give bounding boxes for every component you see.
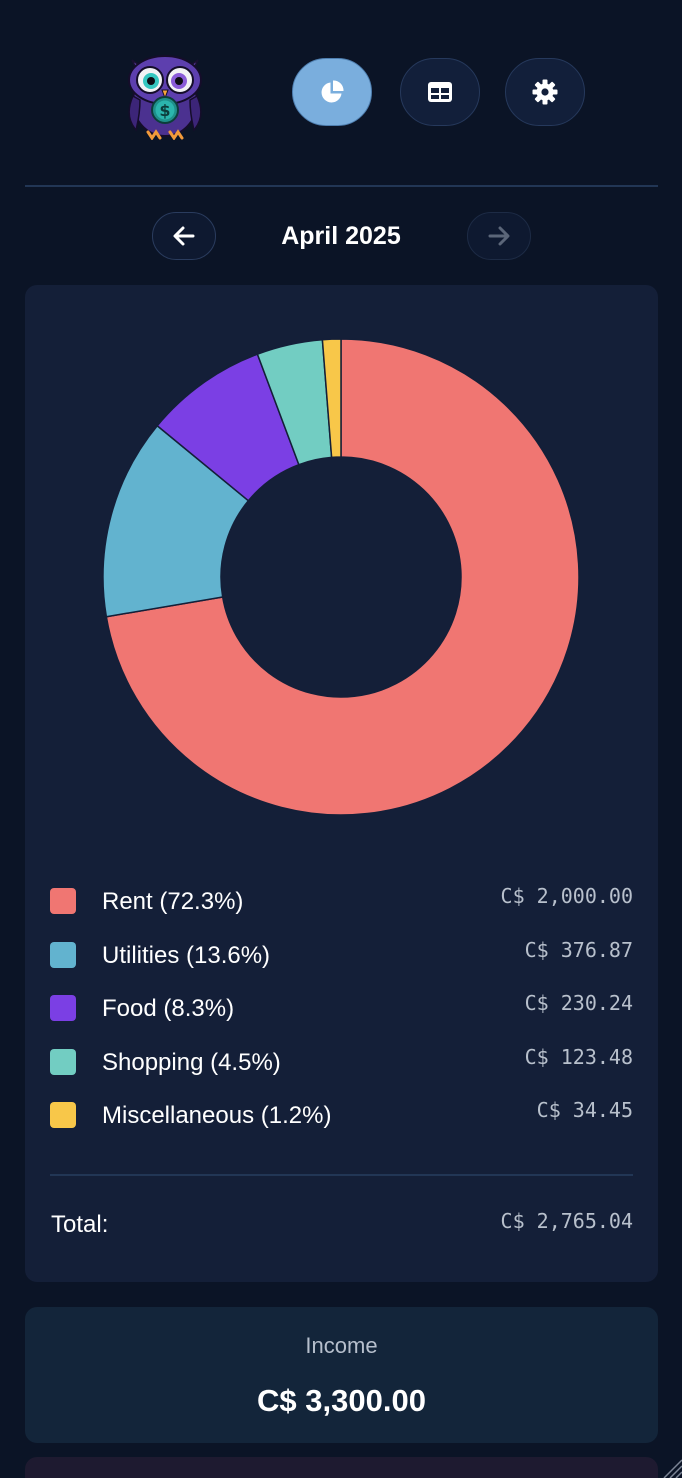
- previous-month-button[interactable]: [152, 212, 216, 260]
- month-navigation: April 2025: [0, 212, 682, 262]
- legend-label: Food (8.3%): [102, 995, 235, 1022]
- total-divider: [50, 1174, 633, 1176]
- table-view-button[interactable]: [400, 58, 480, 126]
- legend-amount: C$ 34.45: [536, 1098, 633, 1122]
- legend-amount: C$ 376.87: [524, 938, 633, 962]
- legend-amount: C$ 123.48: [524, 1045, 633, 1069]
- donut-slice-rent[interactable]: [105, 338, 580, 816]
- arrow-left-icon: [173, 226, 195, 246]
- legend-swatch: [50, 942, 76, 968]
- arrow-right-icon: [488, 226, 510, 246]
- current-month: April 2025: [281, 222, 401, 250]
- expenses-card: [25, 1457, 658, 1478]
- income-card: Income C$ 3,300.00: [25, 1307, 658, 1443]
- income-value: C$ 3,300.00: [257, 1383, 426, 1418]
- legend-label: Miscellaneous (1.2%): [102, 1102, 332, 1129]
- legend-item-rent[interactable]: Rent (72.3%) C$ 2,000.00: [50, 884, 633, 916]
- chart-view-button[interactable]: [292, 58, 372, 126]
- header-divider: [25, 185, 658, 187]
- app-header: $: [0, 0, 682, 186]
- table-icon: [428, 82, 452, 102]
- svg-text:$: $: [159, 101, 170, 120]
- legend-swatch: [50, 1049, 76, 1075]
- legend-item-shopping[interactable]: Shopping (4.5%) C$ 123.48: [50, 1045, 633, 1077]
- gear-icon: [532, 79, 558, 105]
- legend-label: Rent (72.3%): [102, 888, 244, 915]
- legend-swatch: [50, 1102, 76, 1128]
- total-label: Total:: [51, 1211, 109, 1238]
- legend-swatch: [50, 888, 76, 914]
- settings-button[interactable]: [505, 58, 585, 126]
- legend-label: Utilities (13.6%): [102, 942, 271, 969]
- spending-summary-card: Rent (72.3%) C$ 2,000.00 Utilities (13.6…: [25, 285, 658, 1282]
- next-month-button[interactable]: [467, 212, 531, 260]
- donut-slice-miscellaneous[interactable]: [321, 338, 342, 459]
- legend-amount: C$ 230.24: [524, 991, 633, 1015]
- spending-donut-chart: [102, 338, 580, 816]
- income-title: Income: [305, 1333, 378, 1358]
- legend-label: Shopping (4.5%): [102, 1049, 281, 1076]
- owl-money-logo: $: [118, 46, 212, 141]
- legend-item-miscellaneous[interactable]: Miscellaneous (1.2%) C$ 34.45: [50, 1098, 633, 1130]
- resize-grip-icon[interactable]: [660, 1456, 682, 1478]
- total-amount: C$ 2,765.04: [500, 1209, 633, 1233]
- legend-item-utilities[interactable]: Utilities (13.6%) C$ 376.87: [50, 938, 633, 970]
- pie-chart-icon: [321, 80, 344, 103]
- legend-swatch: [50, 995, 76, 1021]
- legend-amount: C$ 2,000.00: [500, 884, 633, 908]
- legend-item-food[interactable]: Food (8.3%) C$ 230.24: [50, 991, 633, 1023]
